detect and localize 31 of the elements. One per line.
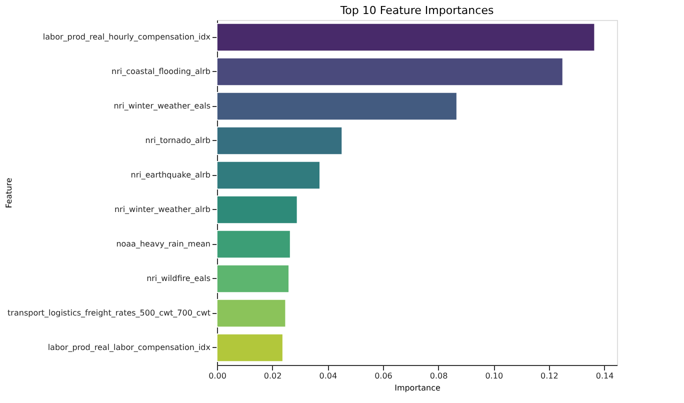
- bar: [216, 161, 320, 190]
- y-tick-label: noaa_heavy_rain_mean: [116, 239, 210, 248]
- bar: [216, 23, 595, 52]
- bar: [216, 92, 458, 120]
- bar: [216, 58, 564, 86]
- y-tick-label: labor_prod_real_hourly_compensation_idx: [42, 32, 211, 42]
- bar: [216, 334, 284, 362]
- y-tick-label: nri_earthquake_alrb: [130, 170, 210, 180]
- y-tick-label: labor_prod_real_labor_compensation_idx: [48, 342, 211, 352]
- x-tick-label: 0.00: [208, 372, 226, 380]
- chart-title: Top 10 Feature Importances: [339, 4, 494, 17]
- x-tick-label: 0.14: [596, 372, 614, 380]
- bar: [216, 230, 291, 258]
- x-tick-label: 0.06: [374, 372, 392, 380]
- x-tick-label: 0.12: [540, 372, 558, 380]
- y-tick-label: nri_wildfire_eals: [146, 274, 210, 283]
- x-tick-label: 0.04: [319, 372, 338, 380]
- bar: [216, 126, 342, 155]
- x-axis-title: Importance: [394, 384, 440, 392]
- x-tick-label: 0.02: [264, 372, 282, 380]
- x-tick-label: 0.08: [430, 372, 448, 380]
- y-tick-label: nri_winter_weather_eals: [114, 101, 210, 110]
- x-tick-label: 0.10: [485, 372, 504, 380]
- y-tick-label: transport_logistics_freight_rates_500_cwt_700_cwt: [8, 308, 210, 318]
- bar: [216, 264, 290, 293]
- bar: [216, 299, 286, 328]
- y-axis-title: Feature: [4, 178, 14, 208]
- bar: [216, 196, 298, 224]
- y-tick-label: nri_coastal_flooding_alrb: [112, 66, 210, 76]
- y-tick-label: nri_winter_weather_alrb: [114, 204, 210, 214]
- y-tick-label: nri_tornado_alrb: [145, 136, 210, 145]
